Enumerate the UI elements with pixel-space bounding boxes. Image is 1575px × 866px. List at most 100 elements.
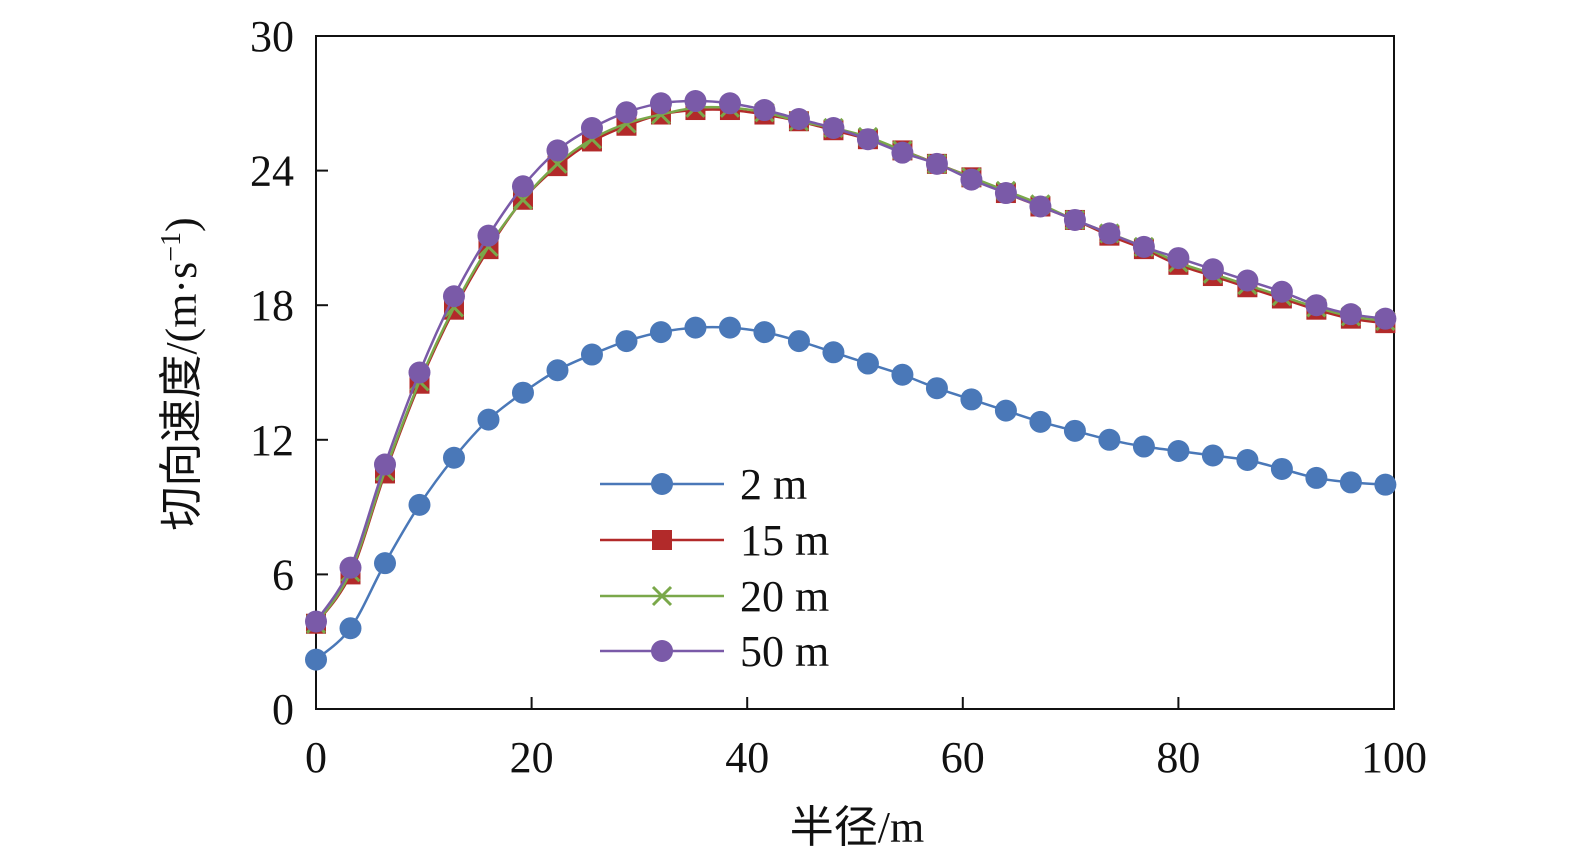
data-point-2m bbox=[1236, 448, 1259, 471]
data-point-50m bbox=[649, 92, 672, 115]
data-point-2m bbox=[408, 493, 431, 516]
x-axis-title: 半径/m bbox=[790, 803, 924, 852]
legend-item-2m: 2 m bbox=[600, 460, 807, 509]
data-point-50m bbox=[994, 182, 1017, 205]
y-tick-label: 24 bbox=[250, 147, 294, 196]
data-point-2m bbox=[1270, 457, 1293, 480]
x-tick-label: 20 bbox=[510, 733, 554, 782]
data-point-2m bbox=[891, 363, 914, 386]
y-axis-title-main: 切向速度/(m·s bbox=[157, 262, 206, 531]
data-point-50m bbox=[580, 116, 603, 139]
data-point-2m bbox=[960, 388, 983, 411]
data-point-50m bbox=[546, 139, 569, 162]
data-point-2m bbox=[787, 330, 810, 353]
data-point-50m bbox=[1201, 258, 1224, 281]
data-point-50m bbox=[511, 175, 534, 198]
data-point-2m bbox=[305, 648, 327, 671]
legend-marker bbox=[651, 640, 673, 662]
y-tick-label: 30 bbox=[250, 12, 294, 61]
data-point-50m bbox=[1063, 208, 1086, 231]
series-line-15m bbox=[314, 108, 1386, 625]
data-point-2m bbox=[1305, 466, 1328, 489]
data-point-2m bbox=[1029, 410, 1052, 433]
data-point-2m bbox=[994, 399, 1017, 422]
data-point-50m bbox=[960, 168, 983, 191]
y-tick-label: 6 bbox=[272, 550, 294, 599]
x-tick-label: 40 bbox=[725, 733, 769, 782]
legend-label: 50 m bbox=[740, 627, 829, 676]
data-point-2m bbox=[615, 330, 638, 353]
data-point-50m bbox=[822, 116, 845, 139]
data-point-50m bbox=[442, 285, 465, 308]
data-point-2m bbox=[511, 381, 534, 404]
data-point-50m bbox=[891, 141, 914, 164]
data-point-2m bbox=[373, 552, 396, 575]
data-point-2m bbox=[649, 321, 672, 344]
x-tick-label: 60 bbox=[941, 733, 985, 782]
data-point-2m bbox=[477, 408, 500, 431]
data-point-2m bbox=[546, 359, 569, 382]
data-point-50m bbox=[1374, 307, 1397, 330]
data-point-2m bbox=[580, 343, 603, 366]
data-point-50m bbox=[1236, 269, 1259, 292]
data-point-50m bbox=[718, 92, 741, 115]
data-point-50m bbox=[1132, 235, 1155, 258]
data-point-2m bbox=[1374, 473, 1397, 496]
data-point-50m bbox=[408, 361, 431, 384]
data-point-50m bbox=[477, 224, 500, 247]
data-point-50m bbox=[1029, 195, 1052, 218]
series-15m bbox=[306, 100, 1396, 634]
data-point-50m bbox=[856, 128, 879, 151]
data-point-2m bbox=[1167, 440, 1190, 463]
legend-label: 2 m bbox=[740, 460, 807, 509]
data-point-50m bbox=[305, 610, 327, 633]
plot-area-series bbox=[305, 90, 1397, 671]
legend: 2 m 15 m 20 m 50 m bbox=[600, 460, 829, 676]
y-tick-label: 0 bbox=[272, 685, 294, 734]
y-axis-title-superscript: −1 bbox=[156, 232, 187, 262]
data-point-50m bbox=[1098, 222, 1121, 245]
data-point-2m bbox=[684, 316, 707, 339]
series-50m bbox=[305, 90, 1397, 633]
y-axis-title: 切向速度/(m·s−1) bbox=[156, 217, 206, 530]
y-tick-label: 18 bbox=[250, 281, 294, 330]
data-point-2m bbox=[718, 316, 741, 339]
data-point-2m bbox=[753, 321, 776, 344]
data-point-50m bbox=[373, 453, 396, 476]
legend-item-15m: 15 m bbox=[600, 516, 829, 565]
data-point-2m bbox=[1098, 428, 1121, 451]
x-tick-label: 100 bbox=[1361, 733, 1427, 782]
legend-marker bbox=[652, 530, 672, 550]
data-point-50m bbox=[1339, 303, 1362, 326]
data-point-50m bbox=[1305, 294, 1328, 317]
x-tick-label: 80 bbox=[1156, 733, 1200, 782]
data-point-2m bbox=[1132, 435, 1155, 458]
data-point-50m bbox=[925, 152, 948, 175]
data-point-50m bbox=[753, 99, 776, 122]
data-point-50m bbox=[787, 108, 810, 131]
legend-marker bbox=[651, 585, 673, 607]
series-line-20m bbox=[314, 105, 1386, 625]
data-point-2m bbox=[339, 617, 362, 640]
data-point-2m bbox=[1201, 444, 1224, 467]
legend-marker bbox=[651, 473, 673, 495]
data-point-50m bbox=[1167, 247, 1190, 270]
marker-stroke bbox=[651, 585, 673, 607]
series-20m bbox=[305, 97, 1396, 634]
plot-frame bbox=[315, 35, 1395, 710]
series-line-2m bbox=[315, 325, 1386, 661]
data-point-2m bbox=[1063, 419, 1086, 442]
data-point-50m bbox=[339, 556, 362, 579]
data-point-2m bbox=[822, 341, 845, 364]
series-line-50m bbox=[314, 99, 1386, 623]
x-tick-label: 0 bbox=[305, 733, 327, 782]
data-point-50m bbox=[1270, 280, 1293, 303]
data-point-50m bbox=[684, 90, 707, 113]
legend-label: 20 m bbox=[740, 572, 829, 621]
legend-item-20m: 20 m bbox=[600, 572, 829, 621]
legend-item-50m: 50 m bbox=[600, 627, 829, 676]
series-2m bbox=[305, 316, 1397, 671]
data-point-2m bbox=[925, 377, 948, 400]
axes: 0 6 12 18 24 30 0 20 40 60 80 100 bbox=[250, 12, 1427, 782]
